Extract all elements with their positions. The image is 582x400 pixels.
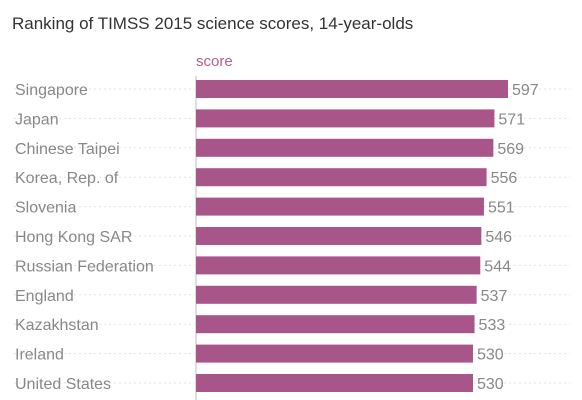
value-label: 546 xyxy=(485,229,512,246)
value-label: 551 xyxy=(488,200,515,217)
value-label: 530 xyxy=(477,347,504,364)
category-label: Kazakhstan xyxy=(15,317,99,334)
bar xyxy=(196,138,494,157)
bar xyxy=(196,285,477,304)
chart-rows: Singapore 597 Japan 571 Chinese Taipei 569 Kor… xyxy=(14,80,570,393)
bar xyxy=(196,80,508,98)
bar xyxy=(196,315,475,334)
bar xyxy=(196,374,473,392)
value-label: 544 xyxy=(484,258,511,275)
value-label: 571 xyxy=(498,111,525,128)
value-label: 569 xyxy=(497,141,524,158)
bar xyxy=(196,197,484,216)
chart-title: Ranking of TIMSS 2015 science scores, 14… xyxy=(12,14,414,33)
bar xyxy=(196,227,482,245)
category-label: Russian Federation xyxy=(15,258,154,275)
bar xyxy=(196,109,495,128)
value-label: 556 xyxy=(491,170,518,187)
category-label: Japan xyxy=(15,111,59,128)
category-label: Hong Kong SAR xyxy=(15,229,132,246)
value-label: 537 xyxy=(481,288,508,305)
series-label: score xyxy=(196,53,233,70)
bar xyxy=(196,256,481,275)
category-label: Ireland xyxy=(15,347,64,364)
bar xyxy=(196,344,473,363)
category-label: England xyxy=(15,288,74,305)
value-label: 530 xyxy=(477,376,504,393)
category-label: Korea, Rep. of xyxy=(15,170,119,187)
category-label: United States xyxy=(15,376,111,393)
value-label: 597 xyxy=(512,82,539,99)
category-label: Singapore xyxy=(15,82,88,99)
value-label: 533 xyxy=(479,317,506,334)
category-label: Slovenia xyxy=(15,200,76,217)
category-label: Chinese Taipei xyxy=(15,141,120,158)
bar xyxy=(196,168,487,187)
